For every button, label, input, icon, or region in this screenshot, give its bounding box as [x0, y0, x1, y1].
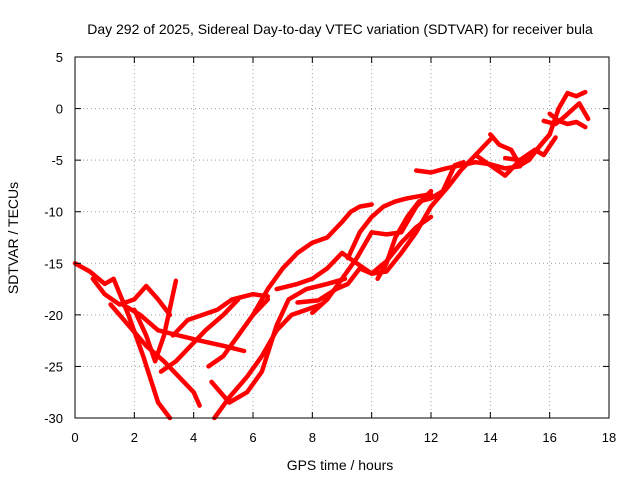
series-arc-2 [90, 276, 173, 318]
grid [75, 57, 609, 418]
y-tick-label: 5 [56, 50, 63, 65]
x-tick-label: 2 [131, 430, 138, 445]
series-arc-15 [375, 159, 466, 282]
x-tick-label: 8 [309, 430, 316, 445]
series-group [72, 89, 591, 421]
y-tick-label: -15 [44, 256, 63, 271]
series-arc-6 [158, 297, 241, 374]
y-tick-label: -10 [44, 205, 63, 220]
x-tick-label: 0 [71, 430, 78, 445]
axis-ticks: 0 2 4 6 8 10 12 14 16 18 -30 -25 -20 -15 -10 -5 0 5 [44, 50, 616, 445]
x-tick-label: 4 [190, 430, 197, 445]
x-tick-label: 18 [602, 430, 616, 445]
series-arc-3 [108, 302, 202, 408]
x-tick-label: 12 [424, 430, 438, 445]
y-tick-label: -30 [44, 411, 63, 426]
x-tick-label: 10 [364, 430, 378, 445]
series-arc-10 [209, 276, 348, 405]
chart-title: Day 292 of 2025, Sidereal Day-to-day VTE… [87, 21, 593, 37]
x-tick-label: 14 [483, 430, 497, 445]
series-arc-22 [547, 111, 588, 130]
series-arc-12 [274, 214, 434, 292]
x-tick-label: 16 [542, 430, 556, 445]
series-arc-21 [541, 101, 591, 127]
series-arc-17 [413, 159, 523, 175]
y-tick-label: -25 [44, 359, 63, 374]
series-arc-16 [345, 191, 434, 261]
series-arc-11 [250, 202, 374, 318]
y-tick-label: -5 [51, 153, 63, 168]
y-tick-label: 0 [56, 102, 63, 117]
x-tick-label: 6 [249, 430, 256, 445]
y-tick-label: -20 [44, 308, 63, 323]
series-arc-4 [132, 278, 179, 364]
series-arc-14 [295, 137, 493, 305]
series-arc-1 [72, 261, 173, 421]
series-arc-7 [170, 291, 271, 338]
y-axis-label: SDTVAR / TECUs [5, 182, 21, 294]
plot-frame [74, 56, 610, 419]
series-arc-5 [120, 302, 247, 354]
x-axis-label: GPS time / hours [287, 457, 394, 473]
